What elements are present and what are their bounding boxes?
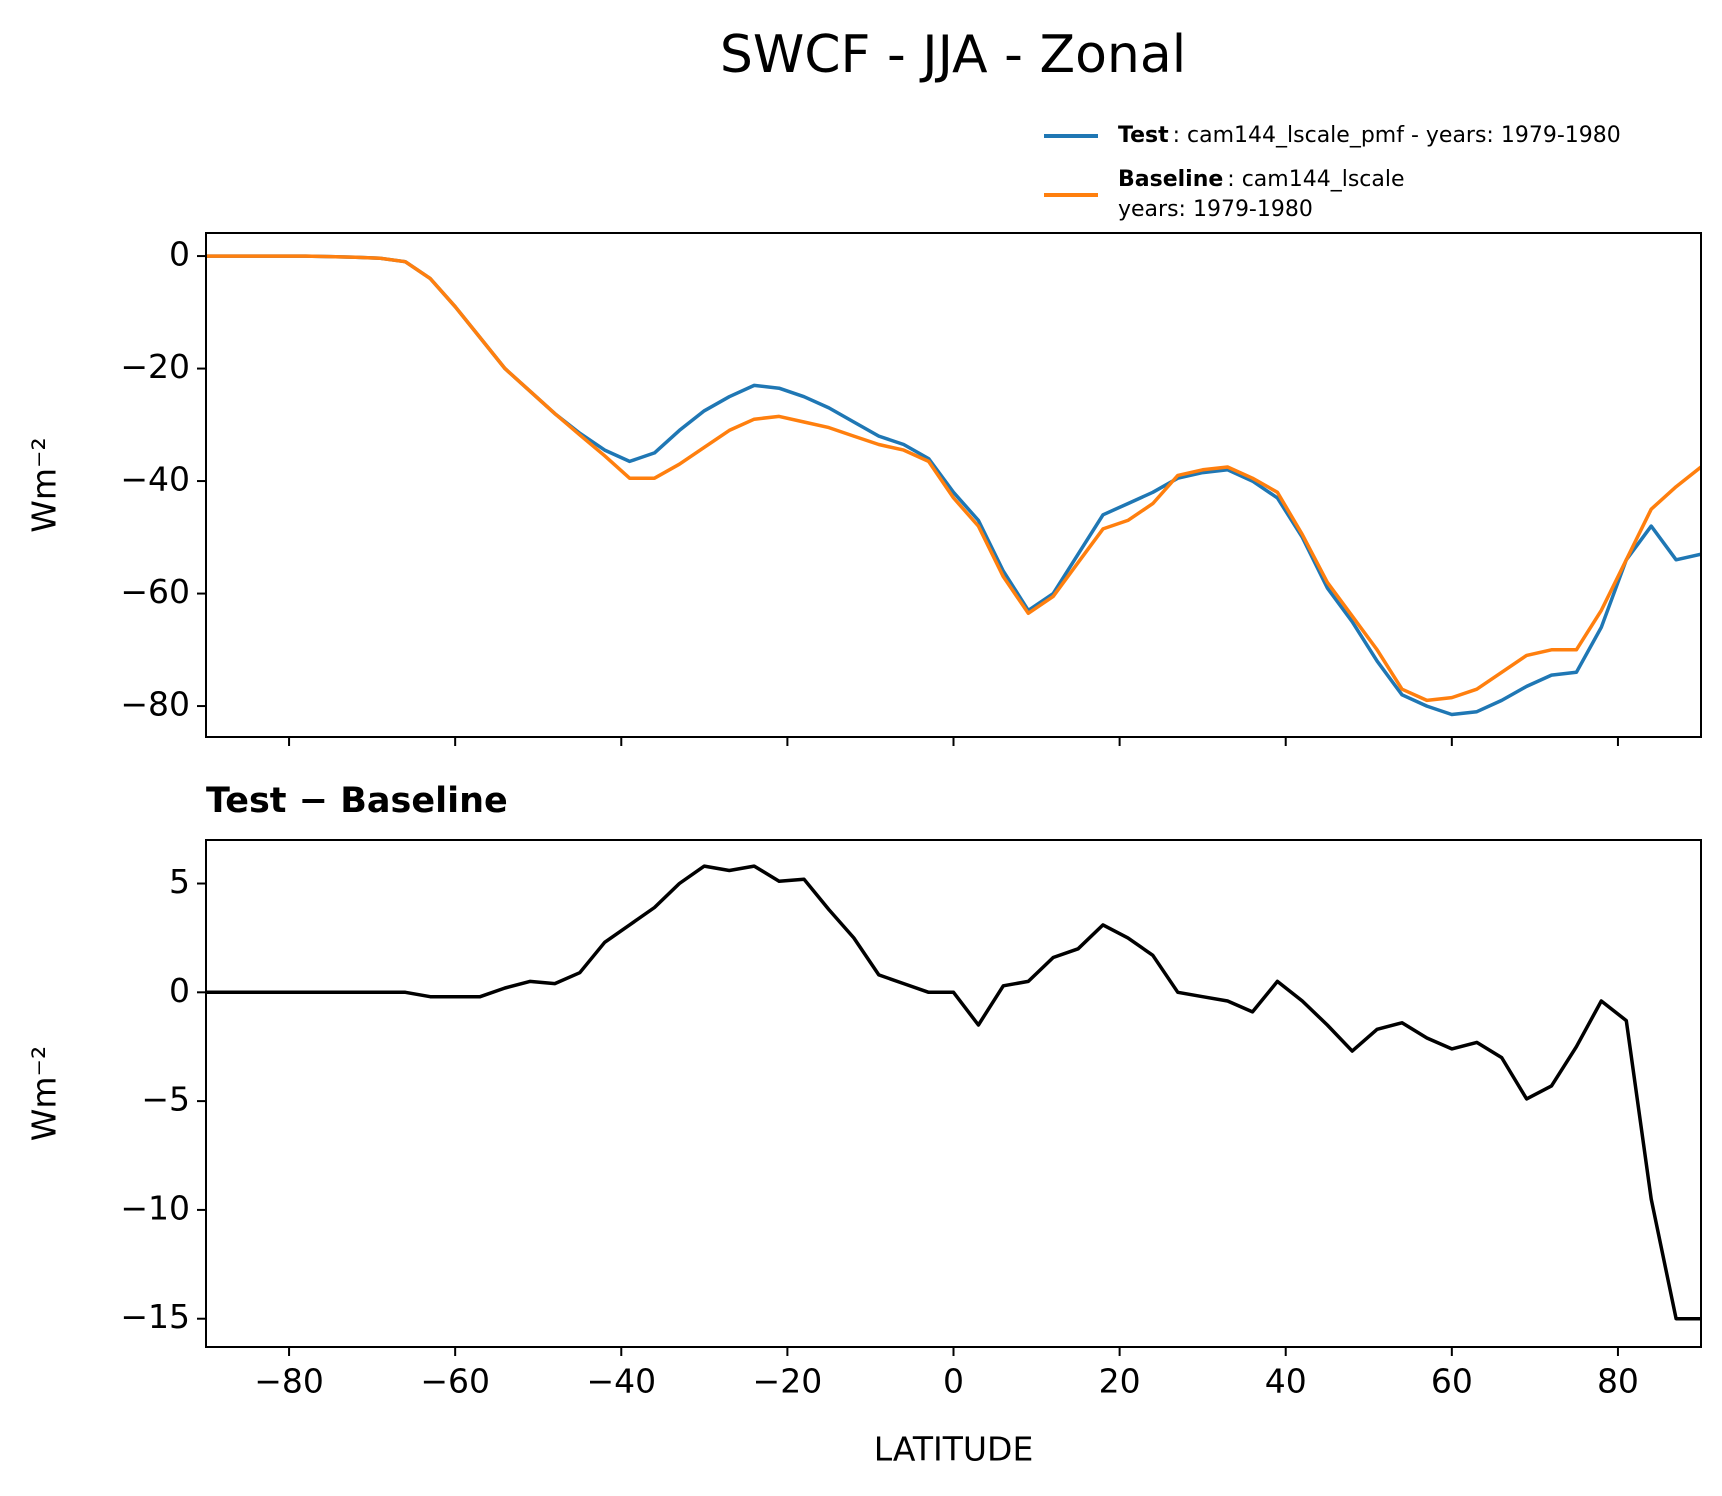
x-tick-label: 80 [1597, 1362, 1639, 1401]
y-axis-label: Wm⁻² [25, 437, 64, 532]
x-tick-label: −20 [753, 1362, 823, 1401]
y-tick-label: −15 [120, 1297, 190, 1336]
x-axis-label: LATITUDE [874, 1430, 1034, 1469]
axes-title: Test − Baseline [206, 781, 508, 821]
series-line [206, 864, 1701, 1321]
y-tick-label: 5 [169, 862, 190, 901]
legend-text: : cam144_lscale [1227, 167, 1404, 192]
legend-text: : cam144_lscale_pmf - years: 1979-1980 [1173, 123, 1621, 148]
x-tick-label: 40 [1265, 1362, 1307, 1401]
x-tick-label: 20 [1099, 1362, 1141, 1401]
x-tick-label: 60 [1431, 1362, 1473, 1401]
legend-text: years: 1979-1980 [1118, 197, 1313, 222]
series-line [206, 254, 1701, 703]
y-tick-label: −20 [120, 347, 190, 386]
legend-name: Baseline [1118, 167, 1223, 192]
x-tick-label: −80 [254, 1362, 324, 1401]
y-tick-label: 0 [169, 971, 190, 1010]
y-tick-label: 0 [169, 235, 190, 274]
y-tick-label: −40 [120, 460, 190, 499]
figure-title: SWCF - JJA - Zonal [720, 25, 1186, 85]
series-line [206, 254, 1701, 717]
y-axis-label: Wm⁻² [25, 1046, 64, 1141]
axes-frame [205, 839, 1702, 1348]
x-tick-label: −60 [420, 1362, 490, 1401]
y-tick-label: −60 [120, 572, 190, 611]
y-tick-label: −5 [141, 1080, 190, 1119]
axes-frame [205, 232, 1702, 738]
legend-name: Test [1118, 123, 1169, 148]
y-tick-label: −80 [120, 685, 190, 724]
y-tick-label: −10 [120, 1188, 190, 1227]
x-tick-label: −40 [586, 1362, 656, 1401]
x-tick-label: 0 [943, 1362, 964, 1401]
